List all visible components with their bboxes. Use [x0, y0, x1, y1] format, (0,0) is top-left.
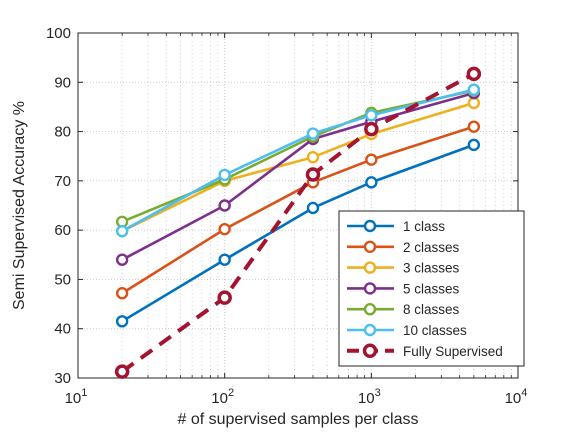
data-point	[115, 253, 129, 266]
data-point	[218, 253, 231, 266]
x-tick-label: 103	[358, 387, 381, 407]
y-tick-label: 80	[54, 124, 71, 141]
y-tick-label: 90	[54, 74, 71, 91]
data-point	[218, 222, 231, 236]
series-group	[114, 66, 482, 379]
data-point	[218, 168, 231, 182]
legend-swatch-marker	[363, 240, 377, 254]
data-point	[306, 150, 320, 164]
legend-entry: 3 classes	[403, 261, 460, 276]
legend: 1 class 2 classes 3 classes 5 classes 8 clas…	[338, 210, 525, 367]
legend-swatch-marker	[363, 261, 377, 274]
x-tick-label: 102	[211, 387, 234, 407]
legend-entry: 10 classes	[403, 323, 467, 338]
data-point	[365, 109, 378, 122]
y-tick-label: 100	[46, 25, 71, 42]
y-tick-label: 50	[54, 271, 71, 288]
data-point	[115, 224, 129, 238]
legend-swatch-marker	[362, 343, 378, 359]
legend-swatch-marker	[363, 282, 377, 295]
legend-entry: 8 classes	[403, 302, 460, 317]
data-point	[115, 287, 129, 300]
data-point	[466, 66, 482, 82]
legend-swatch-marker	[363, 219, 377, 233]
x-axis-label: # of supervised samples per class	[178, 411, 419, 428]
legend-entry: Fully Supervised	[403, 344, 503, 359]
data-point	[306, 127, 320, 140]
y-axis-label: Semi Supervised Accuracy %	[11, 101, 28, 310]
data-point	[365, 176, 378, 189]
data-point	[305, 167, 321, 182]
y-tick-label: 40	[54, 321, 71, 338]
data-point	[467, 96, 481, 110]
y-tick-label: 60	[54, 222, 71, 239]
data-point	[467, 138, 481, 152]
legend-entry: 2 classes	[403, 240, 460, 255]
x-tick-label: 101	[65, 387, 88, 407]
data-point	[115, 315, 129, 328]
legend-entry: 5 classes	[403, 281, 460, 296]
legend-swatch-marker	[363, 323, 377, 337]
data-point	[306, 201, 320, 215]
plot-frame	[77, 32, 519, 379]
data-point	[467, 120, 481, 133]
axis-ticks: 30 40 50 60 70 80 90 100 101 102 103 104	[46, 25, 527, 407]
y-tick-label: 30	[54, 370, 71, 387]
data-point	[364, 121, 379, 137]
data-point	[217, 290, 232, 305]
data-point	[218, 199, 231, 212]
legend-swatch-marker	[363, 303, 377, 316]
x-tick-label: 104	[505, 387, 528, 407]
legend-entry: 1 class	[403, 219, 445, 234]
y-tick-label: 70	[54, 173, 71, 190]
data-point	[467, 83, 481, 96]
data-point	[365, 153, 378, 166]
data-point	[114, 364, 130, 379]
